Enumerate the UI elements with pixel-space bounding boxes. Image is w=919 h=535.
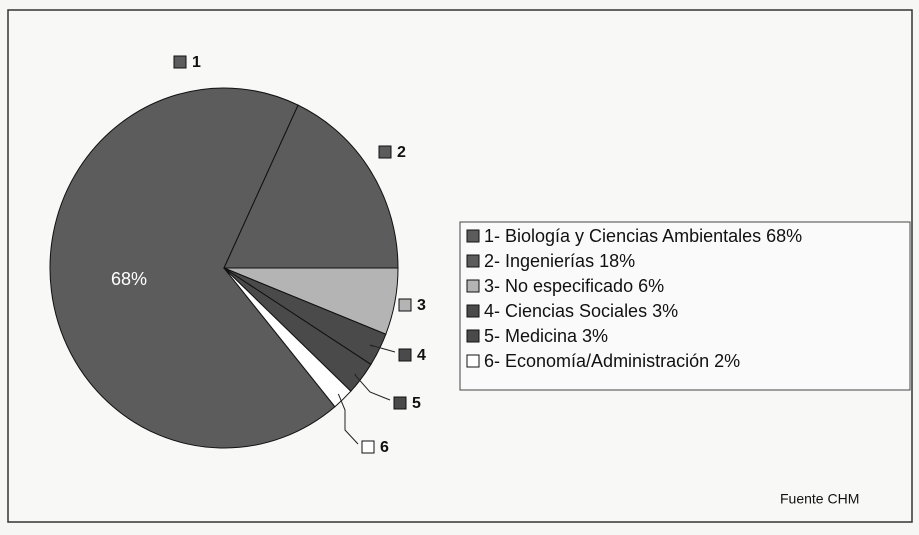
slice-label-swatch <box>361 440 375 454</box>
legend-label: 3- No especificado 6% <box>484 276 664 296</box>
slice-label: 5 <box>412 395 421 412</box>
slice-label-swatch <box>393 396 407 410</box>
slice-label: 3 <box>417 297 426 314</box>
legend-swatch <box>466 329 480 343</box>
source-note: Fuente CHM <box>780 491 859 507</box>
legend-box <box>459 221 911 391</box>
slice-label-swatch <box>398 298 412 312</box>
slice-label: 2 <box>397 144 406 161</box>
legend-swatch <box>466 354 480 368</box>
pie-slice <box>49 87 336 449</box>
slice-label-swatch <box>378 145 392 159</box>
slice-label: 6 <box>380 439 389 456</box>
legend-label: 6- Economía/Administración 2% <box>484 351 740 371</box>
legend-label: 4- Ciencias Sociales 3% <box>484 301 678 321</box>
slice-label: 1 <box>192 54 201 71</box>
slice-label-swatch <box>398 348 412 362</box>
slice-label: 4 <box>417 347 426 364</box>
legend-label: 2- Ingenierías 18% <box>484 251 635 271</box>
legend-label: 5- Medicina 3% <box>484 326 608 346</box>
pie-slice <box>223 267 352 408</box>
legend-label: 1- Biología y Ciencias Ambientales 68% <box>484 226 802 246</box>
legend-swatch <box>466 304 480 318</box>
leader-line <box>337 393 359 445</box>
legend-swatch <box>466 229 480 243</box>
legend-swatch <box>466 279 480 293</box>
pie-slice <box>223 104 399 269</box>
slice-label-swatch <box>173 55 187 69</box>
leader-line <box>369 344 396 353</box>
leader-line <box>354 373 391 401</box>
legend-swatch <box>466 254 480 268</box>
data-label: 68% <box>111 269 147 289</box>
